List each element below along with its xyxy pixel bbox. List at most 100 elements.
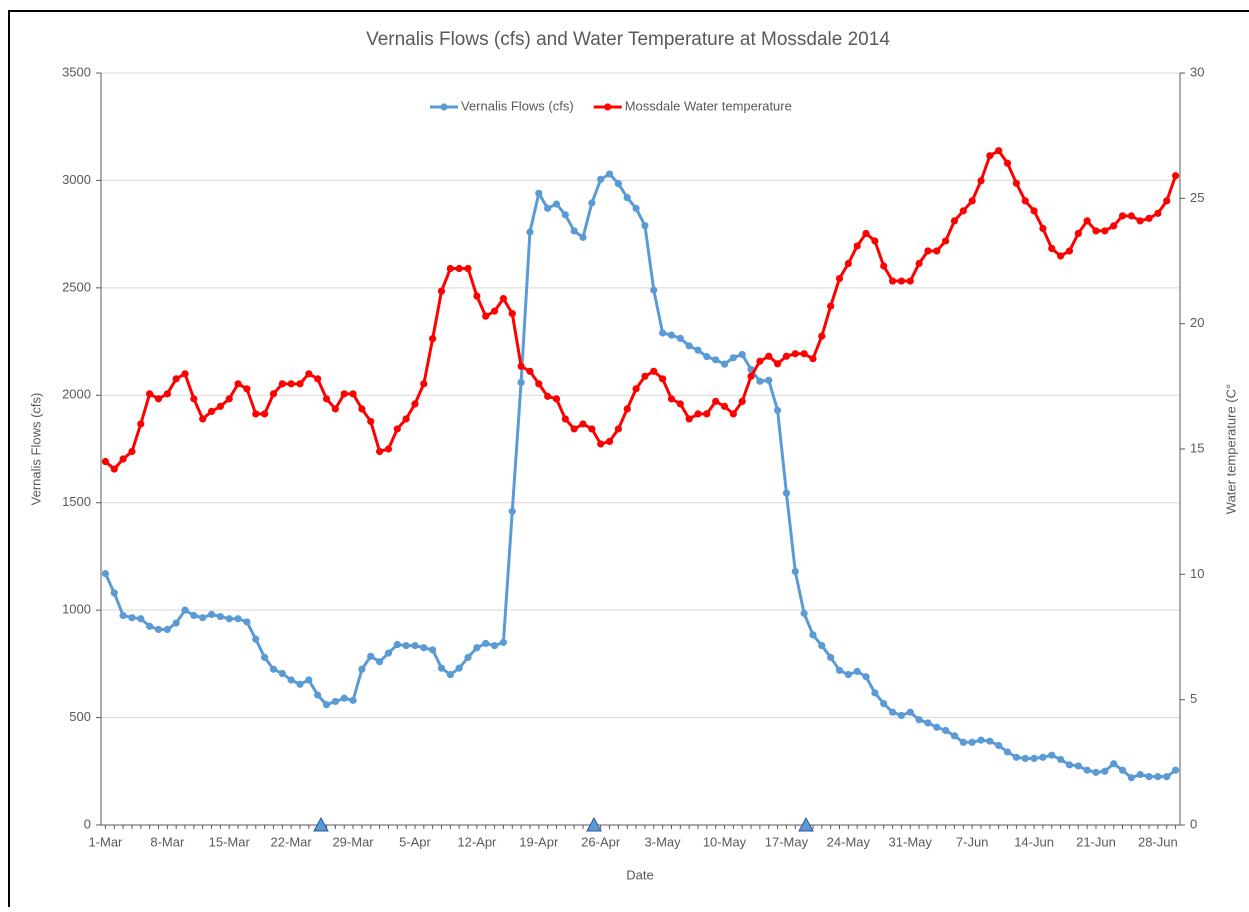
data-point bbox=[588, 425, 596, 433]
data-point bbox=[685, 342, 693, 350]
data-point bbox=[517, 362, 525, 370]
data-point bbox=[137, 420, 145, 428]
y-tick-label: 500 bbox=[69, 709, 91, 724]
data-point bbox=[455, 264, 463, 273]
data-point bbox=[570, 227, 578, 235]
data-point bbox=[420, 380, 428, 388]
data-point bbox=[729, 410, 737, 418]
data-point bbox=[146, 622, 154, 630]
data-point bbox=[110, 589, 118, 597]
data-point bbox=[349, 696, 357, 704]
data-point bbox=[340, 390, 348, 398]
data-point bbox=[712, 356, 720, 364]
data-point bbox=[862, 673, 870, 681]
data-point bbox=[146, 390, 154, 398]
data-point bbox=[605, 437, 614, 446]
data-point bbox=[199, 415, 207, 423]
data-point bbox=[384, 445, 393, 453]
y-tick-label: 2500 bbox=[62, 279, 91, 294]
data-point bbox=[977, 736, 985, 744]
x-tick-label: 14-Jun bbox=[1014, 834, 1054, 849]
data-point bbox=[605, 170, 614, 178]
data-point bbox=[137, 615, 145, 623]
data-point bbox=[1145, 773, 1153, 781]
data-point bbox=[1118, 212, 1127, 220]
data-point bbox=[375, 447, 384, 456]
data-point bbox=[800, 350, 808, 358]
data-point bbox=[1065, 247, 1074, 255]
data-point bbox=[765, 376, 773, 384]
data-point bbox=[1003, 748, 1012, 756]
data-point bbox=[676, 400, 684, 408]
event-marker bbox=[586, 816, 602, 832]
event-marker bbox=[313, 816, 329, 832]
x-tick-label: 22-Mar bbox=[271, 834, 313, 849]
data-point bbox=[181, 370, 189, 378]
data-point bbox=[959, 207, 967, 215]
data-point bbox=[314, 375, 322, 383]
data-point bbox=[101, 570, 110, 578]
x-tick-label: 24-May bbox=[827, 834, 871, 849]
data-point bbox=[632, 204, 640, 212]
data-point bbox=[314, 691, 322, 699]
data-point bbox=[322, 395, 331, 403]
data-point bbox=[650, 367, 658, 375]
x-tick-label: 31-May bbox=[889, 834, 933, 849]
data-point bbox=[526, 228, 534, 236]
data-point bbox=[482, 639, 490, 648]
data-point bbox=[278, 380, 286, 388]
data-point bbox=[827, 653, 835, 662]
data-point bbox=[261, 410, 269, 418]
data-point bbox=[720, 360, 729, 368]
data-point bbox=[659, 375, 667, 383]
data-point bbox=[773, 406, 782, 414]
data-point bbox=[570, 425, 578, 433]
data-point bbox=[499, 638, 508, 646]
data-point bbox=[490, 307, 499, 315]
y2-tick-label: 0 bbox=[1190, 816, 1197, 831]
data-point bbox=[809, 631, 817, 639]
legend-marker bbox=[440, 103, 448, 111]
data-point bbox=[871, 689, 879, 697]
data-point bbox=[1057, 755, 1065, 764]
data-point bbox=[358, 405, 366, 413]
data-point bbox=[853, 242, 861, 250]
y-tick-label: 0 bbox=[84, 816, 91, 831]
plot: 0 500 1000 1500 2000 2500 3000 3500 0 5 10 15 20 25 30… bbox=[62, 64, 1204, 849]
y-tick-label: 3000 bbox=[62, 172, 91, 187]
data-point bbox=[853, 667, 861, 675]
data-point bbox=[243, 618, 251, 626]
data-point bbox=[207, 610, 216, 619]
data-point bbox=[676, 334, 684, 342]
data-point bbox=[234, 380, 242, 388]
data-point bbox=[1074, 229, 1082, 238]
data-point bbox=[968, 197, 976, 205]
data-point bbox=[579, 233, 587, 241]
data-point bbox=[1012, 753, 1020, 761]
data-point bbox=[1021, 197, 1029, 205]
y2-tick-label: 30 bbox=[1190, 64, 1204, 79]
data-point bbox=[473, 644, 481, 652]
data-point bbox=[278, 669, 286, 678]
data-point bbox=[694, 346, 702, 354]
data-point bbox=[1083, 766, 1091, 774]
data-point bbox=[1110, 760, 1118, 768]
data-point bbox=[1003, 159, 1012, 167]
data-point bbox=[667, 331, 676, 339]
data-point bbox=[437, 664, 446, 672]
data-point bbox=[119, 455, 127, 463]
data-point bbox=[163, 625, 171, 634]
legend-marker bbox=[604, 103, 612, 111]
data-point bbox=[897, 711, 906, 720]
x-tick-label: 3-May bbox=[645, 834, 682, 849]
y2-axis-title: Water temperature (C° bbox=[1223, 384, 1238, 514]
data-point bbox=[154, 395, 163, 403]
data-point bbox=[446, 671, 454, 679]
data-point bbox=[375, 658, 384, 666]
data-point bbox=[738, 350, 746, 359]
data-point bbox=[1163, 773, 1171, 781]
data-point bbox=[535, 189, 543, 197]
data-point bbox=[791, 567, 799, 576]
data-point bbox=[782, 352, 791, 360]
